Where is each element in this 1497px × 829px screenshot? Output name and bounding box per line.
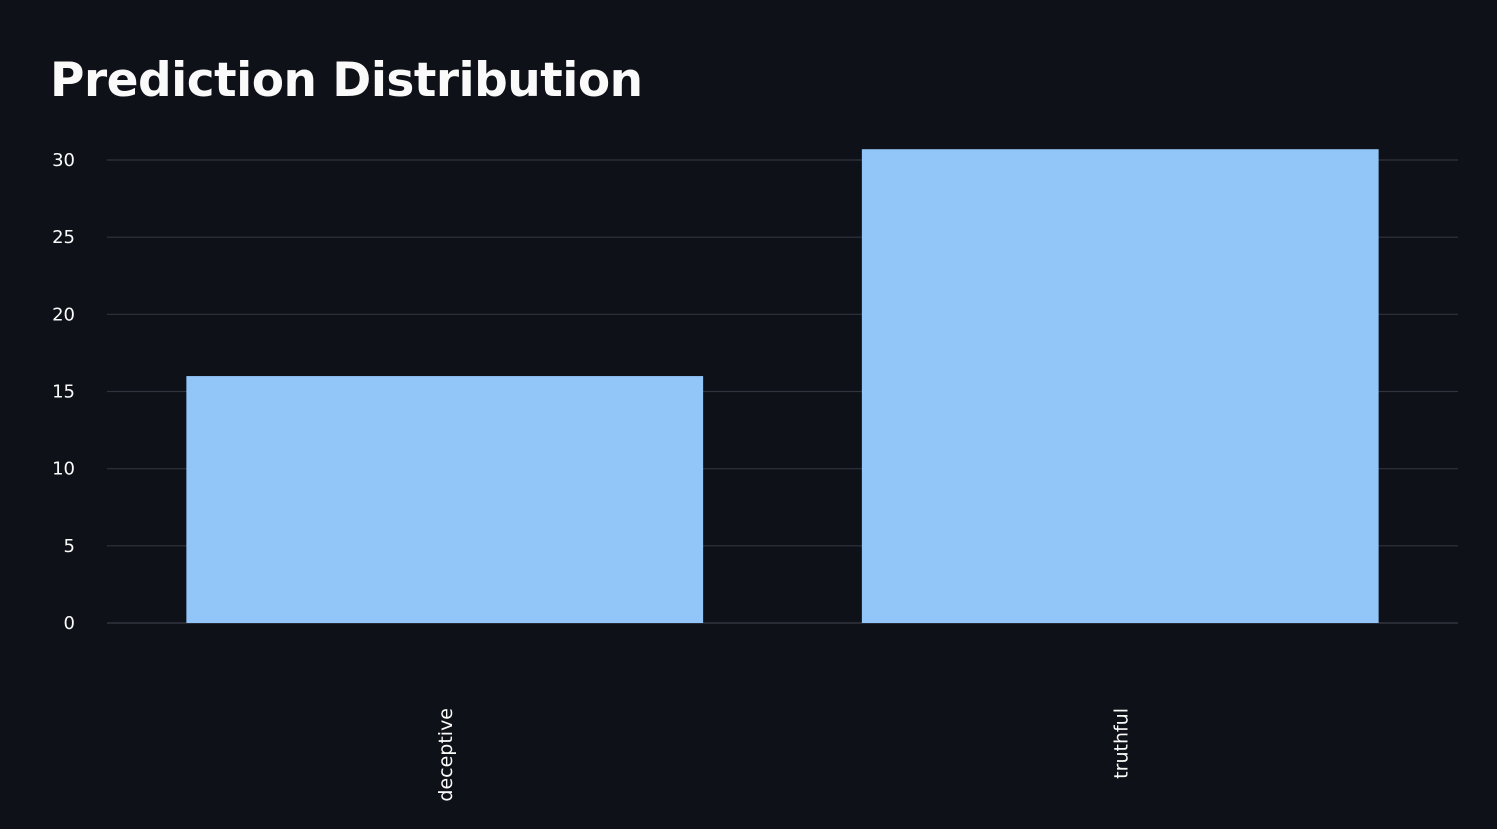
bars (186, 149, 1379, 624)
y-tick-label: 25 (52, 227, 75, 248)
x-tick-label-deceptive: deceptive (435, 708, 457, 802)
bar-deceptive[interactable] (186, 376, 704, 623)
y-tick-label: 20 (52, 304, 75, 325)
y-axis-ticks: 0 5 10 15 20 25 30 (52, 150, 75, 634)
x-tick-label-truthful: truthful (1110, 708, 1132, 779)
x-axis-labels: deceptive truthful (435, 708, 1133, 802)
y-tick-label: 10 (52, 459, 75, 480)
bar-truthful[interactable] (861, 149, 1379, 624)
y-tick-label: 0 (64, 613, 75, 634)
y-tick-label: 15 (52, 382, 75, 403)
y-tick-label: 30 (52, 150, 75, 171)
y-tick-label: 5 (64, 536, 75, 557)
page-title: Prediction Distribution (50, 53, 643, 108)
